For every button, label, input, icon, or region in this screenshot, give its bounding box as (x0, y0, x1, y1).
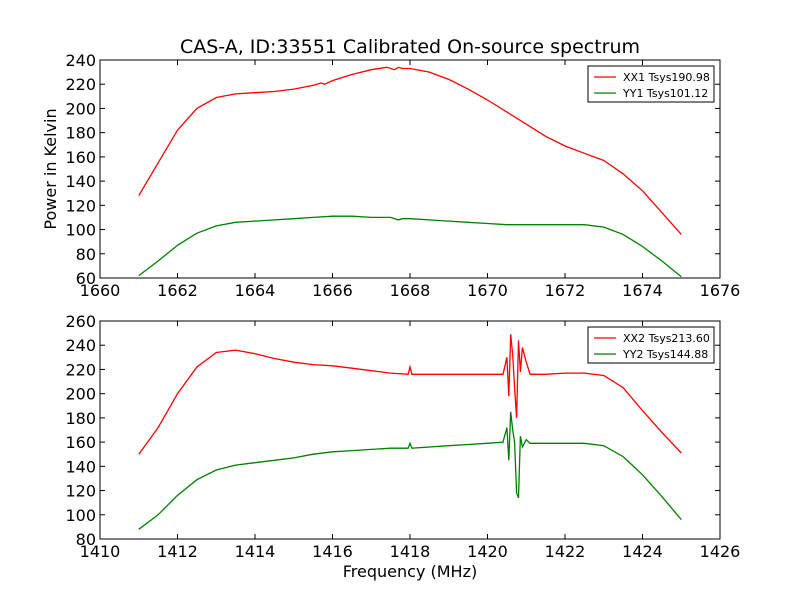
x-tick-label: 1426 (700, 542, 741, 561)
x-tick-label: 1424 (622, 542, 663, 561)
y-tick-label: 120 (65, 196, 96, 215)
x-tick-label: 1666 (312, 281, 353, 300)
x-tick-label: 1664 (235, 281, 276, 300)
x-tick-label: 1414 (235, 542, 276, 561)
legend: XX1 Tsys190.98 YY1 Tsys101.12 (587, 65, 715, 103)
y-tick-label: 240 (65, 51, 96, 70)
y-tick-label: 220 (65, 360, 96, 379)
y-tick-label: 100 (65, 506, 96, 525)
x-tick-label: 1412 (157, 542, 198, 561)
x-tick-label: 1418 (390, 542, 431, 561)
y-tick-label: 100 (65, 221, 96, 240)
series-line-1-2 (138, 215, 682, 278)
y-tick-label: 200 (65, 385, 96, 404)
chart-panel-1: 1660 1662 1664 1666 1668 1670 1672 1674 1676 60 80… (41, 36, 740, 300)
y-tick-label: 220 (65, 75, 96, 94)
x-tick-label: 1422 (545, 542, 586, 561)
legend-entry: YY2 Tsys144.88 (622, 348, 708, 361)
x-tick-label: 1674 (622, 281, 663, 300)
y-tick-label: 160 (65, 433, 96, 452)
y-tick-label: 200 (65, 99, 96, 118)
chart-panel-2: 1410 1412 1414 1416 1418 1420 1422 1424 1426 80 10… (65, 312, 740, 581)
y-tick-label: 60 (76, 269, 96, 288)
y-tick-label: 240 (65, 336, 96, 355)
y-tick-label: 140 (65, 172, 96, 191)
y-axis-label: Power in Kelvin (41, 108, 60, 229)
y-tick-label: 160 (65, 148, 96, 167)
x-tick-label: 1668 (390, 281, 431, 300)
x-tick-label: 1672 (545, 281, 586, 300)
series-line-2-1 (138, 334, 682, 455)
x-tick-label: 1410 (80, 542, 121, 561)
legend-entry: YY1 Tsys101.12 (622, 87, 708, 100)
y-tick-label: 120 (65, 482, 96, 501)
series-line-1-1 (138, 66, 682, 235)
legend-entry: XX2 Tsys213.60 (623, 332, 710, 345)
x-tick-label: 1670 (467, 281, 508, 300)
chart-title: CAS-A, ID:33551 Calibrated On-source spe… (180, 36, 640, 58)
y-tick-label: 80 (76, 530, 96, 549)
x-tick-label: 1416 (312, 542, 353, 561)
x-tick-label: 1676 (700, 281, 741, 300)
legend: XX2 Tsys213.60 YY2 Tsys144.88 (587, 326, 715, 364)
x-axis-label: Frequency (MHz) (343, 562, 477, 581)
legend-entry: XX1 Tsys190.98 (623, 71, 710, 84)
y-tick-label: 180 (65, 409, 96, 428)
x-tick-label: 1662 (157, 281, 198, 300)
y-tick-label: 260 (65, 312, 96, 331)
x-tick-label: 1420 (467, 542, 508, 561)
y-tick-label: 80 (76, 245, 96, 264)
y-tick-label: 140 (65, 457, 96, 476)
series-line-2-2 (138, 411, 682, 530)
y-tick-label: 180 (65, 124, 96, 143)
x-tick-label: 1660 (80, 281, 121, 300)
